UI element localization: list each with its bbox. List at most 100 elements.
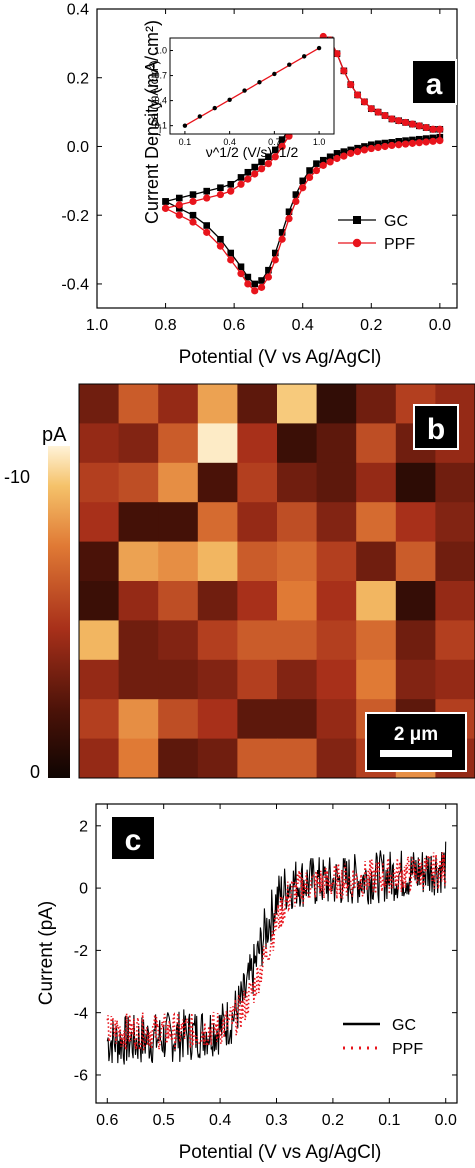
heatmap-cell (79, 384, 119, 424)
data-point-gc (203, 222, 210, 229)
heatmap-cell (119, 581, 159, 621)
data-point-ppf (409, 121, 416, 128)
heatmap-cell (237, 699, 277, 739)
heatmap-cell (356, 581, 396, 621)
inset-data-point (198, 114, 202, 118)
heatmap-cell (356, 660, 396, 700)
panel-a: Current Density (mA/cm²) Potential (V vs… (61, 2, 457, 368)
legend-ppf-label: PPF (392, 1041, 423, 1058)
data-point-ppf (189, 198, 196, 205)
y-tick-label: 0.0 (67, 139, 89, 156)
heatmap-cell (237, 423, 277, 463)
data-point-ppf (402, 119, 409, 126)
data-point-ppf (227, 188, 234, 195)
heatmap-cell (198, 581, 238, 621)
data-point-ppf (416, 122, 423, 129)
data-point-ppf (340, 152, 347, 159)
data-point-ppf (258, 165, 265, 172)
scalebar: 2 μm (366, 713, 466, 771)
heatmap-cell (317, 699, 357, 739)
heatmap-cell (119, 423, 159, 463)
heatmap-cell (317, 463, 357, 503)
x-tick-label: 0.2 (360, 317, 382, 334)
heatmap-cell (119, 384, 159, 424)
heatmap-cell (198, 423, 238, 463)
y-tick-label: -6 (74, 1068, 88, 1085)
heatmap-cell (79, 620, 119, 660)
heatmap-cell (198, 384, 238, 424)
legend-gc-marker (353, 216, 361, 224)
colorbar-unit: pA (42, 424, 67, 446)
heatmap-cell (277, 502, 317, 542)
data-point-ppf (436, 126, 443, 133)
heatmap-cell (435, 463, 475, 503)
data-point-ppf (402, 140, 409, 147)
heatmap-cell (119, 620, 159, 660)
data-point-ppf (340, 67, 347, 74)
inset-data-point (287, 63, 291, 67)
heatmap-cell (435, 620, 475, 660)
x-tick-label: 0.5 (153, 1112, 175, 1129)
inset-xlabel: ν^1/2 (V/s)^1/2 (206, 144, 299, 160)
data-point-ppf (237, 181, 244, 188)
heatmap-cell (277, 463, 317, 503)
data-point-ppf (423, 138, 430, 145)
heatmap-cell (119, 660, 159, 700)
heatmap-cell (277, 660, 317, 700)
heatmap-cell (158, 739, 198, 779)
heatmap-cell (79, 423, 119, 463)
data-point-ppf (429, 138, 436, 145)
data-point-ppf (258, 284, 265, 291)
heatmap-cell (356, 384, 396, 424)
x-tick-label: 0.6 (96, 1112, 118, 1129)
panel-a-label-text: a (426, 68, 443, 101)
data-point-ppf (320, 162, 327, 169)
data-point-ppf (251, 287, 258, 294)
heatmap-cell (158, 502, 198, 542)
data-point-ppf (203, 194, 210, 201)
data-point-gc (251, 281, 258, 288)
panel-c-label: c (111, 816, 155, 860)
heatmap-cell (356, 463, 396, 503)
data-point-ppf (368, 105, 375, 112)
heatmap-cell (435, 660, 475, 700)
data-point-gc (217, 236, 224, 243)
x-tick-label: 0.0 (429, 317, 451, 334)
inset-data-point (227, 98, 231, 102)
inset-data-point (257, 80, 261, 84)
heatmap-cell (158, 463, 198, 503)
heatmap-cell (158, 581, 198, 621)
heatmap-cell (356, 502, 396, 542)
data-point-ppf (244, 280, 251, 287)
panel-a-xlabel: Potential (V vs Ag/AgCl) (179, 347, 382, 368)
scalebar-label: 2 μm (394, 724, 438, 745)
data-point-ppf (327, 158, 334, 165)
data-point-ppf (361, 146, 368, 153)
heatmap-cell (356, 542, 396, 582)
data-point-ppf (244, 176, 251, 183)
data-point-ppf (265, 160, 272, 167)
inset-x-tick-label: 0.1 (179, 137, 192, 147)
y-tick-label: 2 (79, 818, 88, 835)
heatmap-cell (198, 620, 238, 660)
data-point-ppf (299, 184, 306, 191)
heatmap-cell (79, 739, 119, 779)
heatmap-cell (158, 699, 198, 739)
panel-c-xlabel: Potential (V vs Ag/AgCl) (179, 1142, 382, 1163)
y-tick-label: 0 (79, 881, 88, 898)
data-point-gc (238, 174, 245, 181)
data-point-ppf (368, 145, 375, 152)
heatmap-cell (237, 739, 277, 779)
heatmap-cell (237, 502, 277, 542)
x-tick-label: 0.8 (154, 317, 176, 334)
heatmap-cell (396, 620, 436, 660)
heatmap-cell (277, 620, 317, 660)
heatmap-cell (158, 660, 198, 700)
data-point-gc (190, 191, 197, 198)
data-point-ppf (227, 256, 234, 263)
heatmap-cell (237, 581, 277, 621)
heatmap-cell (119, 542, 159, 582)
panel-b-label: b (414, 405, 458, 449)
data-point-ppf (176, 201, 183, 208)
data-point-ppf (381, 112, 388, 119)
